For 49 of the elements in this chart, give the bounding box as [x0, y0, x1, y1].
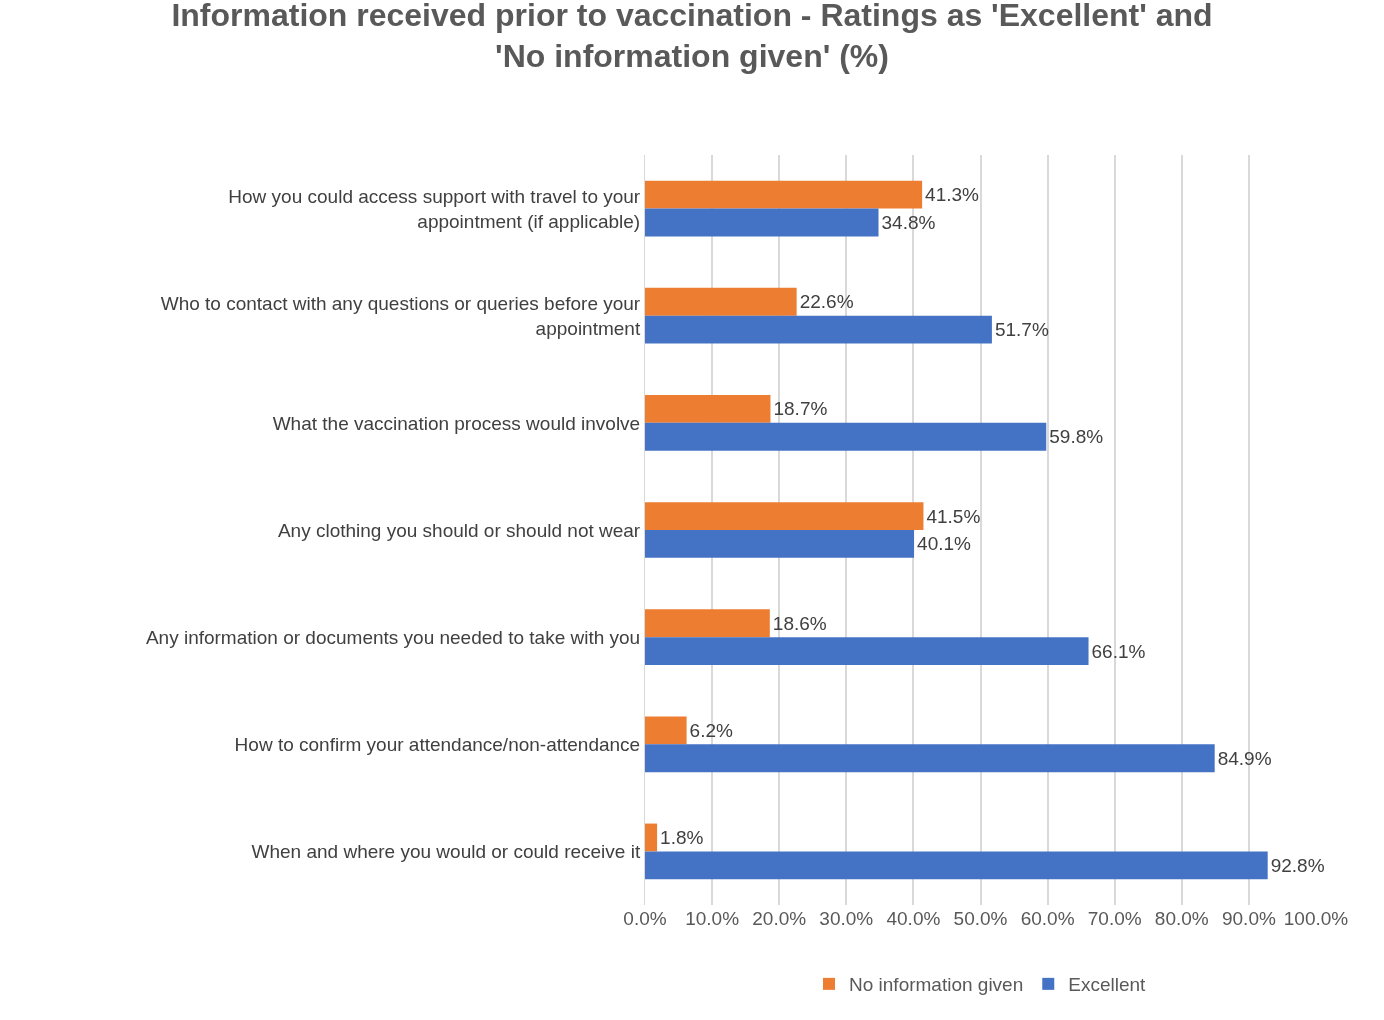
y-tick-label: Any clothing you should or should not wear — [277, 519, 641, 541]
x-tick-label: 70.0% — [1087, 908, 1142, 929]
data-label: 40.1% — [917, 533, 972, 555]
x-tick-label: 20.0% — [752, 908, 807, 929]
bar — [645, 823, 658, 852]
bar — [645, 208, 879, 237]
data-label: 22.6% — [799, 291, 854, 313]
data-label: 92.8% — [1270, 854, 1325, 876]
x-tick-label: 0.0% — [623, 908, 667, 929]
y-tick-label: How to confirm your attendance/non-attendance — [234, 733, 641, 755]
x-tick-label: 10.0% — [685, 908, 740, 929]
data-label: 41.5% — [926, 505, 981, 527]
bar — [645, 609, 770, 638]
y-tick-label: What the vaccination process would involve — [272, 412, 641, 434]
data-label: 34.8% — [881, 212, 936, 233]
x-tick-label: 50.0% — [953, 908, 1008, 929]
x-tick-label: 60.0% — [1020, 908, 1075, 929]
y-tick-label: When and where you would or could receive it — [251, 841, 641, 863]
bar — [645, 315, 992, 344]
data-label: 51.7% — [994, 319, 1049, 341]
bar — [645, 716, 687, 745]
legend-label: No information given — [849, 974, 1024, 996]
y-tick-label: Any information or documents you needed to take with you — [145, 626, 641, 648]
y-tick-label: Who to contact with any questions or queries before your appointment — [160, 293, 641, 339]
bar — [645, 422, 1047, 451]
x-tick-label: 30.0% — [819, 908, 874, 929]
bar — [645, 502, 924, 530]
data-label: 41.3% — [925, 184, 980, 206]
data-label: 6.2% — [689, 719, 734, 741]
bar — [645, 287, 797, 316]
data-label: 18.6% — [772, 612, 827, 634]
data-label: 1.8% — [660, 827, 704, 848]
y-tick-label: How you could access support with travel to your appointment (if applicable) — [228, 185, 641, 232]
bar — [645, 395, 771, 423]
bar — [645, 180, 923, 209]
data-label: 84.9% — [1217, 747, 1272, 769]
legend-label: Excellent — [1068, 974, 1147, 996]
bar — [645, 851, 1268, 880]
chart-title: Information received prior to vaccination - Ratings as 'Excellent' and 'No information given' (%) — [171, 0, 1213, 75]
x-tick-label: 100.0% — [1283, 908, 1349, 929]
bar — [645, 744, 1215, 773]
bar — [645, 530, 915, 558]
data-label: 59.8% — [1049, 426, 1104, 448]
data-label: 66.1% — [1091, 640, 1146, 662]
x-tick-label: 40.0% — [886, 908, 941, 929]
x-tick-label: 90.0% — [1221, 908, 1276, 929]
data-label: 18.7% — [773, 398, 828, 420]
x-tick-label: 80.0% — [1154, 908, 1209, 929]
bar — [645, 637, 1089, 665]
